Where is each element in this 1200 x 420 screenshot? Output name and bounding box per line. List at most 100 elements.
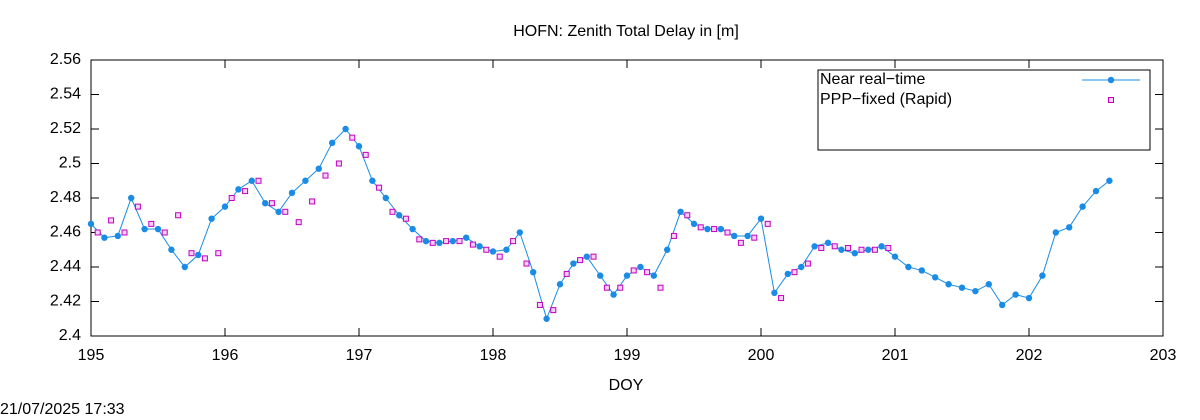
point — [1039, 272, 1046, 279]
x-tick-label: 198 — [480, 347, 507, 364]
point — [891, 253, 899, 260]
point — [469, 241, 476, 248]
x-tick-label: 202 — [1016, 347, 1043, 364]
point — [188, 250, 195, 257]
point — [510, 238, 517, 245]
series-line — [90, 128, 1110, 321]
point — [1079, 203, 1086, 210]
point — [503, 246, 510, 253]
point — [831, 243, 838, 250]
point — [168, 246, 175, 253]
point — [121, 229, 128, 236]
point — [235, 186, 242, 193]
y-tick-label: 2.56 — [50, 51, 81, 68]
point — [556, 281, 564, 288]
point — [610, 291, 617, 298]
point — [583, 253, 590, 260]
point — [563, 270, 570, 277]
point — [637, 263, 644, 271]
point — [175, 212, 182, 219]
legend-marker — [1107, 76, 1115, 84]
point — [724, 229, 731, 236]
point — [134, 203, 141, 210]
point — [690, 220, 698, 228]
point — [932, 274, 939, 281]
point — [322, 172, 329, 179]
point — [945, 281, 952, 288]
point — [644, 269, 651, 276]
point — [329, 139, 336, 146]
point — [516, 229, 523, 236]
x-tick-label: 197 — [346, 347, 373, 364]
point — [396, 212, 403, 219]
y-tick-label: 2.54 — [50, 86, 81, 103]
point — [275, 208, 282, 215]
point — [764, 220, 771, 227]
point — [838, 246, 845, 253]
point — [650, 272, 657, 279]
point — [597, 272, 604, 279]
point — [208, 215, 215, 222]
point — [148, 220, 155, 227]
x-tick-label: 196 — [212, 347, 239, 364]
point — [87, 220, 95, 228]
point — [443, 238, 450, 245]
point — [791, 269, 798, 276]
point — [288, 189, 296, 197]
point — [590, 253, 597, 260]
point — [670, 232, 677, 239]
point — [302, 177, 309, 184]
point — [858, 246, 865, 253]
point — [429, 239, 436, 246]
point — [985, 281, 992, 288]
point — [757, 215, 765, 222]
point — [215, 250, 222, 257]
point — [255, 177, 262, 184]
point — [523, 260, 530, 267]
point — [1066, 224, 1073, 231]
timestamp: 21/07/2025 17:33 — [0, 401, 125, 418]
point — [181, 263, 188, 271]
legend-box — [817, 69, 1151, 151]
point — [295, 219, 302, 226]
point — [195, 251, 202, 259]
point — [94, 229, 101, 236]
y-tick-label: 2.46 — [50, 224, 81, 241]
point — [483, 246, 490, 253]
point — [999, 301, 1006, 309]
point — [402, 215, 409, 222]
point — [664, 246, 671, 253]
point — [161, 229, 168, 236]
point — [878, 243, 885, 250]
point — [717, 225, 724, 233]
point — [355, 143, 363, 150]
y-tick-label: 2.52 — [50, 120, 81, 137]
point — [141, 225, 148, 233]
point — [623, 272, 631, 279]
point — [711, 226, 718, 233]
plot-frame — [90, 59, 1164, 337]
point — [771, 289, 778, 297]
x-tick-label: 200 — [748, 347, 775, 364]
point — [362, 151, 369, 158]
point — [456, 238, 463, 245]
point — [630, 267, 637, 274]
point — [376, 184, 383, 191]
point — [543, 315, 550, 322]
point — [885, 245, 892, 252]
y-tick-label: 2.42 — [50, 293, 81, 310]
point — [577, 257, 584, 264]
point — [617, 284, 624, 291]
point — [550, 307, 557, 314]
point — [570, 260, 577, 267]
point — [530, 268, 537, 276]
point — [228, 195, 235, 201]
point — [818, 245, 825, 252]
point — [798, 263, 805, 271]
point — [958, 284, 966, 291]
point — [684, 212, 691, 219]
point — [905, 263, 912, 271]
point — [422, 237, 430, 245]
point — [409, 225, 416, 233]
